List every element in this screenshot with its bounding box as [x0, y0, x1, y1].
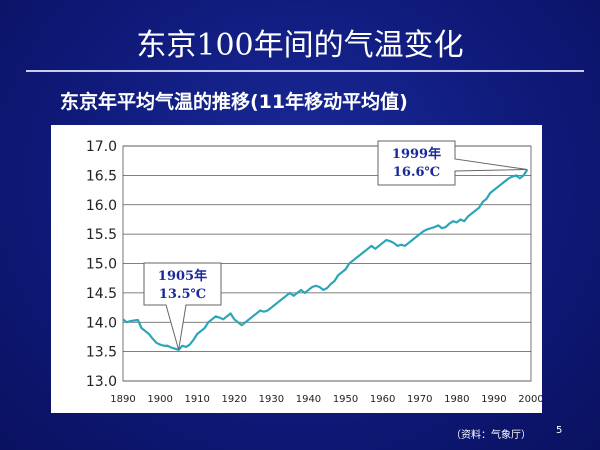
line-chart: 17.0 16.5 16.0 15.5 15.0 14.5 14.0 13.5 13.0 1890… — [86, 139, 542, 405]
x-tick-label: 1930 — [259, 394, 284, 405]
x-tick-label: 1980 — [444, 394, 469, 405]
x-tick-label: 1950 — [333, 394, 358, 405]
callout-box — [377, 140, 528, 186]
callout-label-temp: 16.6℃ — [393, 165, 440, 180]
plot-frame — [122, 145, 532, 382]
x-tick-label: 1900 — [147, 394, 172, 405]
chart-subtitle: 东京年平均气温的推移(11年移动平均值) — [60, 91, 408, 113]
x-tick-label: 1920 — [222, 394, 247, 405]
callout-label-year: 1905年 — [158, 268, 207, 284]
x-tick-label: 1960 — [370, 394, 395, 405]
title-divider — [26, 70, 584, 72]
temperature-series-line — [122, 168, 529, 351]
callout-label-year: 1999年 — [392, 146, 441, 162]
y-tick-label: 14.0 — [86, 315, 117, 331]
x-tick-label: 1970 — [407, 394, 432, 405]
y-tick-label: 13.5 — [86, 345, 117, 361]
y-tick-label: 16.5 — [86, 168, 117, 184]
y-tick-label: 17.0 — [86, 139, 117, 155]
x-tick-label: 1990 — [481, 394, 506, 405]
callout-label-temp: 13.5℃ — [159, 287, 206, 302]
x-tick-label: 1890 — [110, 394, 135, 405]
source-note: （资料：气象厅） — [451, 430, 531, 441]
slide-title: 东京100年间的气温变化 — [136, 28, 464, 63]
y-tick-label: 14.5 — [86, 286, 117, 302]
y-tick-label: 15.5 — [86, 227, 117, 243]
page-number: 5 — [556, 425, 563, 436]
y-tick-label: 15.0 — [86, 257, 117, 273]
x-tick-label: 1910 — [184, 394, 209, 405]
callout-box — [143, 262, 222, 350]
y-tick-label: 16.0 — [86, 198, 117, 214]
y-tick-label: 13.0 — [86, 374, 117, 390]
chart-panel: 17.0 16.5 16.0 15.5 15.0 14.5 14.0 13.5 13.0 1890… — [51, 125, 542, 413]
x-tick-label: 1940 — [296, 394, 321, 405]
x-tick-label: 2000 — [518, 394, 542, 405]
